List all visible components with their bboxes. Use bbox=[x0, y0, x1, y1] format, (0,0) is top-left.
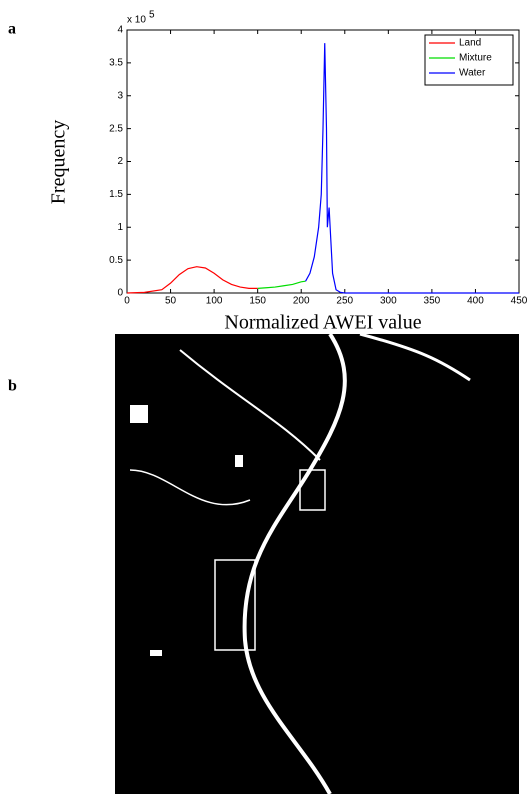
y-tick-label: 4 bbox=[117, 25, 123, 36]
coastline bbox=[242, 332, 347, 794]
y-axis-label: Frequency bbox=[48, 120, 70, 204]
y-tick-label: 0 bbox=[117, 288, 123, 299]
urban-area bbox=[214, 559, 256, 651]
legend-box bbox=[424, 34, 514, 86]
urban-area bbox=[299, 469, 326, 511]
legend-label: Mixture bbox=[459, 53, 492, 64]
data-line bbox=[126, 266, 258, 294]
y-scale-label: x 10 bbox=[127, 15, 146, 26]
classified-image bbox=[115, 332, 519, 794]
y-tick-label: 1 bbox=[117, 222, 123, 233]
data-line bbox=[257, 280, 306, 289]
x-tick-label: 200 bbox=[293, 296, 310, 307]
y-tick-label: 2.5 bbox=[109, 123, 123, 134]
y-tick-label: 1.5 bbox=[109, 189, 123, 200]
water-body bbox=[130, 405, 148, 423]
road bbox=[179, 349, 321, 461]
data-line bbox=[305, 43, 519, 294]
x-tick-label: 0 bbox=[124, 296, 130, 307]
y-tick-label: 0.5 bbox=[109, 255, 123, 266]
y-tick-label: 3.5 bbox=[109, 58, 123, 69]
legend-label: Land bbox=[459, 38, 481, 49]
legend: Land Mixture Water bbox=[424, 34, 514, 86]
x-tick-label: 350 bbox=[424, 296, 441, 307]
x-axis-label: Normalized AWEI value bbox=[224, 312, 421, 334]
y-scale-exponent: 5 bbox=[149, 10, 155, 21]
image-background bbox=[115, 334, 519, 794]
panel-label: b bbox=[8, 378, 17, 395]
x-tick-label: 400 bbox=[467, 296, 484, 307]
river bbox=[129, 469, 251, 506]
water-body bbox=[235, 455, 243, 467]
y-tick-label: 3 bbox=[117, 90, 123, 101]
x-tick-label: 50 bbox=[165, 296, 177, 307]
x-tick-label: 300 bbox=[380, 296, 397, 307]
y-tick-label: 2 bbox=[117, 156, 123, 167]
panel-label: a bbox=[8, 21, 16, 38]
x-tick-label: 250 bbox=[336, 296, 353, 307]
x-tick-label: 450 bbox=[511, 296, 528, 307]
x-tick-label: 100 bbox=[206, 296, 223, 307]
coastline bbox=[359, 332, 471, 382]
water-body bbox=[150, 650, 162, 656]
x-tick-label: 150 bbox=[249, 296, 266, 307]
legend-label: Water bbox=[459, 68, 486, 79]
